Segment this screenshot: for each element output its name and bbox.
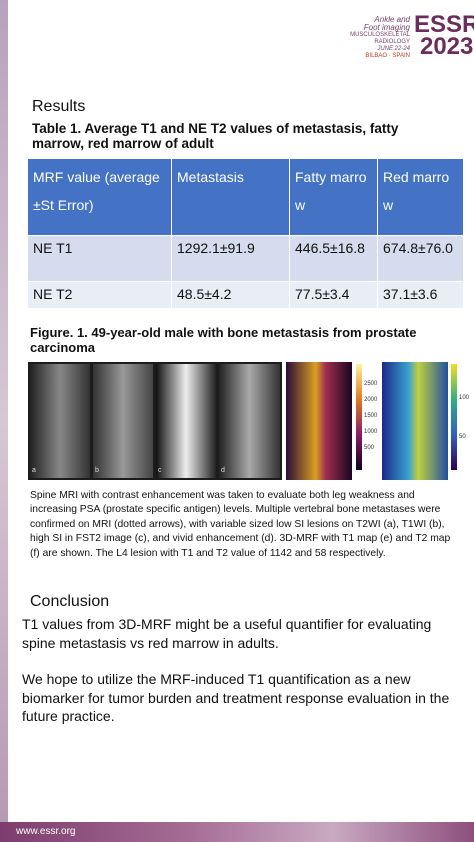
table-row: NE T2 48.5±4.2 77.5±3.4 37.1±3.6 bbox=[27, 281, 464, 309]
table-cell: 674.8±76.0 bbox=[377, 235, 464, 282]
colorbar-tick: 2000 bbox=[364, 397, 378, 403]
table-cell: NE T2 bbox=[27, 281, 172, 309]
panel-label: d bbox=[221, 467, 225, 474]
t1-map bbox=[286, 362, 352, 480]
footer-url: www.essr.org bbox=[16, 826, 76, 837]
colorbar-tick: 50 bbox=[459, 434, 466, 440]
logo-line: JUNE 22-24 bbox=[377, 46, 410, 52]
colorbar-ticks: 2500 2000 1500 1000 500 bbox=[364, 376, 377, 456]
footer-bar: www.essr.org bbox=[0, 822, 474, 842]
logo-line: RADIOLOGY bbox=[374, 39, 410, 45]
section-heading: Conclusion bbox=[30, 593, 110, 610]
panel-label: c bbox=[158, 467, 162, 474]
table-title: Table 1. Average T1 and NE T2 values of … bbox=[32, 121, 399, 151]
mri-panel: a bbox=[30, 364, 90, 478]
mri-panel: c bbox=[156, 364, 216, 478]
t2-map bbox=[382, 362, 448, 480]
header-cell: Red marrow bbox=[377, 158, 464, 236]
colorbar bbox=[451, 364, 457, 470]
colorbar-tick: 100 bbox=[459, 395, 470, 401]
table-cell: 37.1±3.6 bbox=[377, 281, 464, 309]
header-cell: Fatty marrow bbox=[289, 158, 378, 236]
logo-line: Ankle and bbox=[374, 15, 410, 24]
logo-line: Foot imaging bbox=[363, 23, 410, 32]
section-heading: Results bbox=[32, 98, 86, 115]
panel-label: a bbox=[32, 467, 36, 474]
table-cell: 77.5±3.4 bbox=[289, 281, 378, 309]
paragraph: We hope to utilize the MRF-induced T1 qu… bbox=[22, 671, 450, 724]
header-cell: MRF value (average±St Error) bbox=[27, 158, 172, 236]
colorbar-tick: 1500 bbox=[364, 413, 378, 419]
table-cell: 48.5±4.2 bbox=[171, 281, 290, 309]
colorbar bbox=[356, 364, 362, 470]
logo-year: 2023 bbox=[419, 33, 474, 60]
figure-title: Figure. 1. 49-year-old male with bone me… bbox=[30, 325, 417, 355]
table-row: NE T1 1292.1±91.9 446.5±16.8 674.8±76.0 bbox=[27, 235, 464, 282]
mri-panel: b bbox=[93, 364, 153, 478]
table-cell: NE T1 bbox=[27, 235, 172, 282]
mri-image: a b c d bbox=[28, 362, 282, 480]
table-header-row: MRF value (average±St Error) Metastasis … bbox=[27, 158, 464, 236]
paragraph: T1 values from 3D-MRF might be a useful … bbox=[22, 616, 432, 651]
header-cell: Metastasis bbox=[171, 158, 290, 236]
colorbar-tick: 1000 bbox=[364, 429, 378, 435]
results-table: MRF value (average±St Error) Metastasis … bbox=[27, 158, 464, 309]
decorative-bar bbox=[0, 0, 8, 842]
table-cell: 1292.1±91.9 bbox=[171, 235, 290, 282]
colorbar-tick: 2500 bbox=[364, 381, 378, 387]
colorbar-tick: 500 bbox=[364, 445, 375, 451]
logo-text: Ankle and Foot imaging MUSCULOSKELETAL R… bbox=[330, 16, 410, 60]
logo-mark: ESSR 2023 bbox=[414, 11, 474, 60]
table-cell: 446.5±16.8 bbox=[289, 235, 378, 282]
logo-line: BILBAO · SPAIN bbox=[365, 53, 410, 59]
figure-caption: Spine MRI with contrast enhancement was … bbox=[30, 490, 451, 559]
logo-name: ESSR bbox=[414, 11, 474, 38]
mri-panel: d bbox=[219, 364, 280, 478]
panel-label: b bbox=[95, 467, 99, 474]
logo-line: MUSCULOSKELETAL bbox=[350, 32, 410, 38]
